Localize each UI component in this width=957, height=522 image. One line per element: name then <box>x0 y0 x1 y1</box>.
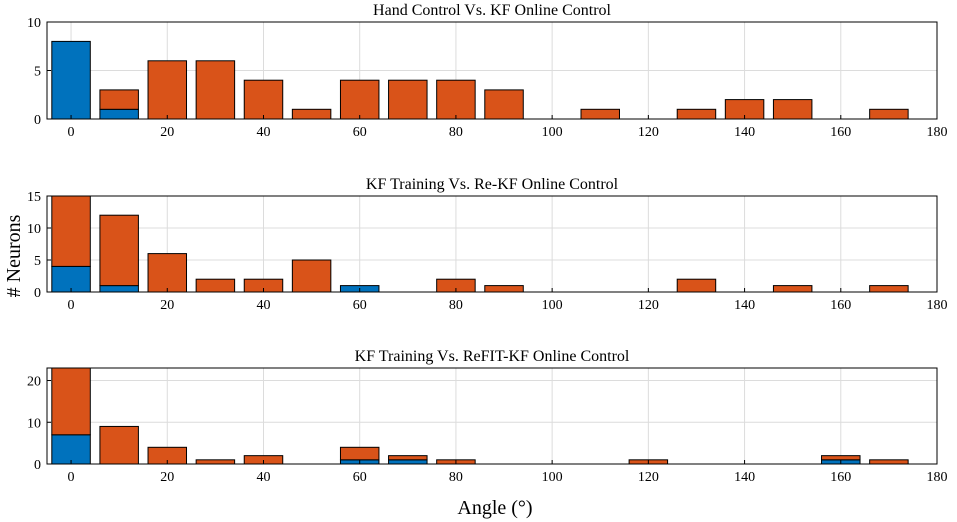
bar-orange <box>869 285 909 293</box>
bar-orange <box>195 459 236 465</box>
axes-frame <box>46 195 938 293</box>
bar-orange <box>51 367 91 436</box>
y-tick-label: 0 <box>34 458 41 473</box>
axes-frame <box>46 367 938 465</box>
x-tick-label: 80 <box>449 470 463 485</box>
x-tick-label: 40 <box>256 298 270 313</box>
bar-orange <box>676 278 717 293</box>
bar-orange <box>484 89 524 120</box>
bar-orange <box>51 195 91 267</box>
bar-blue <box>99 285 139 293</box>
x-tick-label: 160 <box>830 298 851 313</box>
chart-title: KF Training Vs. Re-KF Online Control <box>366 176 619 193</box>
x-tick-label: 0 <box>68 298 75 313</box>
bar-orange <box>676 108 717 120</box>
chart-title: KF Training Vs. ReFIT-KF Online Control <box>355 348 630 365</box>
x-tick-label: 0 <box>68 470 75 485</box>
y-tick-label: 10 <box>27 16 41 31</box>
bar-orange <box>484 285 524 293</box>
bar-orange <box>388 455 428 461</box>
bar-orange <box>99 214 139 287</box>
x-tick-label: 80 <box>449 298 463 313</box>
x-tick-label: 20 <box>160 125 174 140</box>
chart-panel-2: 0 20 40 60 80 100 120 140 160 180 0 5 10 15 KF Trainin… <box>27 176 948 313</box>
bar-orange <box>339 79 380 120</box>
x-tick-label: 40 <box>256 470 270 485</box>
x-tick-label: 100 <box>542 298 563 313</box>
x-tick-label: 160 <box>830 125 851 140</box>
chart-panel-3: 0 20 40 60 80 100 120 140 160 180 0 10 20 KF Training… <box>27 348 948 485</box>
bar-blue <box>51 434 91 465</box>
chart-title: Hand Control Vs. KF Online Control <box>373 2 611 19</box>
x-tick-label: 20 <box>160 470 174 485</box>
x-tick-label: 100 <box>542 470 563 485</box>
x-tick-label: 180 <box>927 470 948 485</box>
x-tick-label: 60 <box>353 298 367 313</box>
y-tick-label: 0 <box>34 286 41 301</box>
x-tick-label: 100 <box>542 125 563 140</box>
x-tick-label: 60 <box>353 470 367 485</box>
x-tick-label: 120 <box>638 298 659 313</box>
y-axis-label: # Neurons <box>3 214 25 297</box>
x-tick-label: 180 <box>927 125 948 140</box>
bar-blue <box>99 108 139 120</box>
bar-blue <box>51 265 91 293</box>
bar-orange <box>869 459 909 465</box>
x-tick-label: 80 <box>449 125 463 140</box>
x-tick-label: 0 <box>68 125 75 140</box>
bar-orange <box>291 108 332 120</box>
y-tick-label: 20 <box>27 375 41 390</box>
y-tick-label: 5 <box>34 254 41 269</box>
x-tick-label: 160 <box>830 470 851 485</box>
y-tick-label: 15 <box>27 190 41 205</box>
bar-orange <box>99 89 139 110</box>
x-axis-label: Angle (°) <box>457 497 532 519</box>
x-tick-label: 20 <box>160 298 174 313</box>
bar-orange <box>580 108 620 120</box>
bar-orange <box>291 259 332 293</box>
y-tick-label: 10 <box>27 416 41 431</box>
x-tick-label: 120 <box>638 470 659 485</box>
bar-orange <box>388 79 428 120</box>
x-tick-label: 120 <box>638 125 659 140</box>
bar-orange <box>195 60 236 120</box>
bar-orange <box>821 455 861 461</box>
bar-orange <box>772 285 813 293</box>
bar-blue <box>51 40 91 120</box>
bar-orange <box>436 79 476 120</box>
bar-orange <box>772 99 813 120</box>
x-tick-label: 140 <box>734 298 755 313</box>
bar-orange <box>147 60 188 120</box>
y-tick-label: 5 <box>34 65 41 80</box>
bar-orange <box>99 425 139 465</box>
bar-orange <box>339 446 380 461</box>
x-tick-label: 60 <box>353 125 367 140</box>
bar-orange <box>243 79 284 120</box>
chart-panel-1: 0 20 40 60 80 100 120 140 160 180 0 5 10 Hand Control… <box>27 2 948 140</box>
x-tick-label: 140 <box>734 125 755 140</box>
bar-orange <box>147 253 188 293</box>
bar-orange <box>195 278 236 293</box>
x-tick-label: 40 <box>256 125 270 140</box>
y-tick-label: 0 <box>34 113 41 128</box>
bar-orange <box>869 108 909 120</box>
y-tick-label: 10 <box>27 222 41 237</box>
x-tick-label: 180 <box>927 298 948 313</box>
x-tick-label: 140 <box>734 470 755 485</box>
bar-blue <box>388 459 428 465</box>
